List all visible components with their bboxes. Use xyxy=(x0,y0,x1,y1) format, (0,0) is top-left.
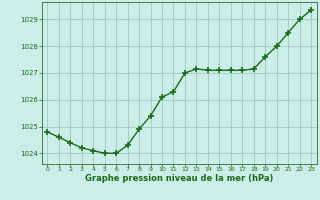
X-axis label: Graphe pression niveau de la mer (hPa): Graphe pression niveau de la mer (hPa) xyxy=(85,174,273,183)
